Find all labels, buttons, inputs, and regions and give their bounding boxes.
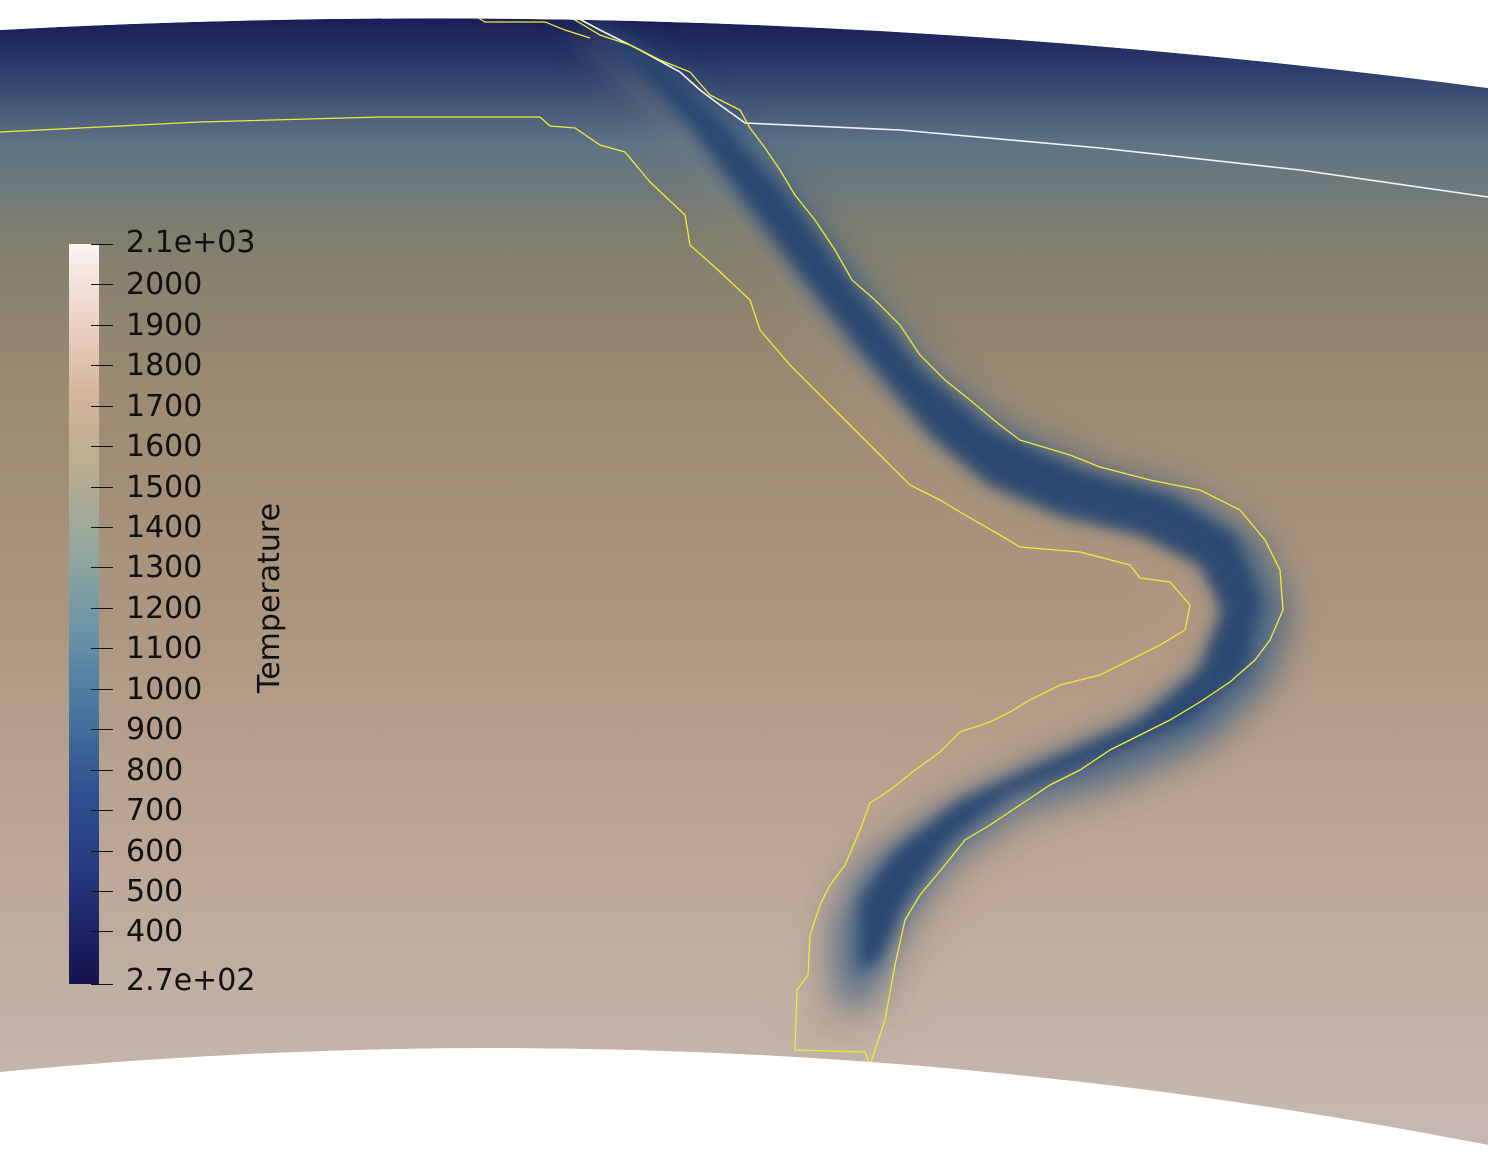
slab-cold-core [575, 18, 1262, 970]
background-bottom [0, 1048, 1488, 1162]
slab-cold-outer [570, 18, 1290, 1010]
slab-thermal-halo [560, 18, 1300, 1060]
colorbar-gradient [69, 244, 99, 984]
background-top [0, 0, 1488, 88]
top-left-contour [471, 13, 591, 39]
slab-outline-contour [0, 13, 1284, 1067]
